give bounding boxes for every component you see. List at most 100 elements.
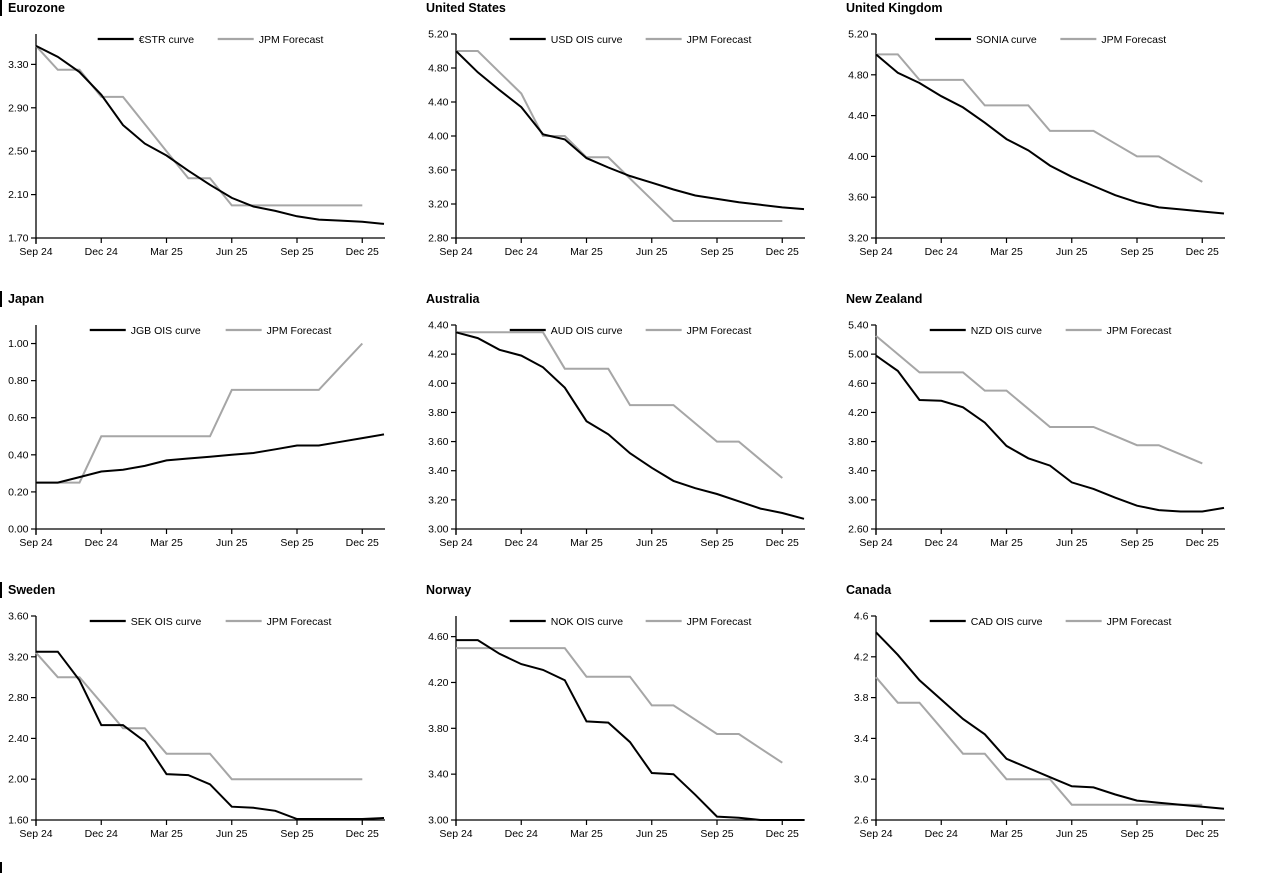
chart-title: United Kingdom bbox=[846, 1, 943, 15]
y-tick-label: 3.60 bbox=[428, 165, 449, 177]
y-tick-label: 2.00 bbox=[8, 774, 29, 786]
y-tick-label: 3.40 bbox=[848, 465, 869, 477]
x-tick-label: Sep 24 bbox=[19, 246, 52, 258]
y-tick-label: 3.80 bbox=[428, 407, 449, 419]
legend-label-forecast: JPM Forecast bbox=[687, 325, 752, 337]
legend-label-forecast: JPM Forecast bbox=[687, 616, 752, 628]
x-tick-label: Mar 25 bbox=[570, 246, 603, 258]
y-tick-label: 3.80 bbox=[848, 436, 869, 448]
x-tick-label: Jun 25 bbox=[1056, 537, 1088, 549]
x-tick-label: Dec 25 bbox=[766, 828, 799, 840]
x-tick-label: Sep 24 bbox=[859, 537, 892, 549]
x-tick-label: Dec 24 bbox=[85, 246, 118, 258]
x-tick-label: Sep 25 bbox=[700, 246, 733, 258]
chart-panel-new-zealand: New Zealand 2.60 3.00 3.40 3.80 4.20 4.60 5.00… bbox=[840, 291, 1264, 582]
legend-label-main: €STR curve bbox=[139, 34, 195, 46]
series-line-forecast bbox=[876, 53, 1203, 183]
series-line-forecast bbox=[36, 342, 364, 484]
x-tick-label: Jun 25 bbox=[636, 828, 668, 840]
x-tick-label: Sep 24 bbox=[859, 828, 892, 840]
y-tick-label: 0.00 bbox=[8, 524, 29, 536]
y-tick-label: 2.80 bbox=[428, 233, 449, 245]
x-tick-label: Dec 25 bbox=[346, 537, 379, 549]
y-tick-label: 5.40 bbox=[848, 320, 869, 332]
y-tick-label: 3.4 bbox=[854, 733, 869, 745]
x-tick-label: Jun 25 bbox=[216, 537, 248, 549]
line-chart-australia: 3.00 3.20 3.40 3.60 3.80 4.00 4.20 4.40 Sep 24 De… bbox=[428, 320, 805, 549]
y-tick-label: 5.20 bbox=[428, 29, 449, 41]
y-tick-label: 3.80 bbox=[428, 723, 449, 735]
chart-panel-eurozone: Eurozone 1.70 2.10 2.50 2.90 3.30 Sep 24 Dec 2… bbox=[0, 0, 420, 291]
series-line-forecast bbox=[456, 50, 783, 222]
x-tick-label: Sep 25 bbox=[1120, 246, 1153, 258]
legend-label-main: SEK OIS curve bbox=[131, 616, 202, 628]
chart-title-row: New Zealand bbox=[840, 291, 1264, 309]
x-tick-label: Sep 25 bbox=[1120, 828, 1153, 840]
chart-title: Eurozone bbox=[8, 1, 65, 15]
line-chart-new-zealand: 2.60 3.00 3.40 3.80 4.20 4.60 5.00 5.40 Sep 24 De… bbox=[848, 320, 1225, 549]
x-tick-label: Dec 25 bbox=[766, 537, 799, 549]
y-tick-label: 2.90 bbox=[8, 102, 29, 114]
chart-panel-japan: Japan 0.00 0.20 0.40 0.60 0.80 1.00 Sep 24 Dec … bbox=[0, 291, 420, 582]
series-line-forecast bbox=[35, 652, 363, 781]
series-line-forecast bbox=[456, 331, 783, 479]
x-tick-label: Dec 24 bbox=[505, 246, 538, 258]
line-chart-canada: 2.6 3.0 3.4 3.8 4.2 4.6 Sep 24 Dec 24 Mar 25 Jun … bbox=[854, 611, 1225, 840]
line-chart-eurozone: 1.70 2.10 2.50 2.90 3.30 Sep 24 Dec 24 Mar 25 Ju… bbox=[8, 34, 385, 258]
legend-label-main: NOK OIS curve bbox=[551, 616, 624, 628]
y-tick-label: 0.20 bbox=[8, 486, 29, 498]
x-tick-label: Sep 24 bbox=[439, 246, 472, 258]
x-tick-label: Sep 25 bbox=[280, 246, 313, 258]
y-tick-label: 4.6 bbox=[854, 611, 869, 623]
series-line-main bbox=[875, 53, 1225, 215]
y-tick-label: 3.8 bbox=[854, 692, 869, 704]
x-tick-label: Mar 25 bbox=[150, 246, 183, 258]
legend-label-main: JGB OIS curve bbox=[131, 325, 201, 337]
y-tick-label: 4.00 bbox=[428, 131, 449, 143]
y-tick-label: 3.20 bbox=[848, 233, 869, 245]
legend-label-main: SONIA curve bbox=[976, 34, 1037, 46]
chart-panel-united-states: United States 2.80 3.20 3.60 4.00 4.40 4.80 5.… bbox=[420, 0, 840, 291]
y-tick-label: 0.40 bbox=[8, 449, 29, 461]
section-edge-marker bbox=[0, 291, 2, 307]
x-tick-label: Dec 24 bbox=[85, 828, 118, 840]
legend-label-forecast: JPM Forecast bbox=[687, 34, 752, 46]
y-tick-label: 4.2 bbox=[854, 651, 869, 663]
chart-title-row: United Kingdom bbox=[840, 0, 1264, 18]
y-tick-label: 3.40 bbox=[428, 769, 449, 781]
chart-title-row: United States bbox=[420, 0, 840, 18]
x-tick-label: Dec 24 bbox=[505, 537, 538, 549]
x-tick-label: Jun 25 bbox=[216, 246, 248, 258]
y-tick-label: 3.20 bbox=[428, 494, 449, 506]
legend-label-forecast: JPM Forecast bbox=[1107, 325, 1172, 337]
chart-title: Australia bbox=[426, 292, 480, 306]
y-tick-label: 4.20 bbox=[848, 407, 869, 419]
chart-title-row: Sweden bbox=[0, 582, 420, 600]
x-tick-label: Sep 25 bbox=[280, 537, 313, 549]
y-tick-label: 2.10 bbox=[8, 189, 29, 201]
chart-title: New Zealand bbox=[846, 292, 923, 306]
x-tick-label: Jun 25 bbox=[1056, 246, 1088, 258]
y-tick-label: 4.60 bbox=[428, 631, 449, 643]
y-tick-label: 4.60 bbox=[848, 378, 869, 390]
y-tick-label: 0.60 bbox=[8, 412, 29, 424]
x-tick-label: Mar 25 bbox=[990, 246, 1023, 258]
chart-title: Norway bbox=[426, 583, 472, 597]
chart-title: Canada bbox=[846, 583, 892, 597]
x-tick-label: Dec 24 bbox=[925, 537, 958, 549]
y-tick-label: 1.00 bbox=[8, 338, 29, 350]
legend-label-forecast: JPM Forecast bbox=[1101, 34, 1166, 46]
section-edge-marker bbox=[0, 0, 2, 16]
x-tick-label: Dec 25 bbox=[1186, 246, 1219, 258]
series-line-forecast bbox=[456, 647, 783, 764]
series-line-main bbox=[35, 45, 385, 225]
x-tick-label: Sep 25 bbox=[1120, 537, 1153, 549]
series-line-forecast bbox=[875, 335, 1203, 465]
chart-title: Sweden bbox=[8, 583, 56, 597]
y-tick-label: 5.00 bbox=[848, 349, 869, 361]
section-edge-marker bbox=[0, 582, 2, 598]
y-tick-label: 3.0 bbox=[854, 774, 869, 786]
series-line-forecast bbox=[875, 676, 1203, 806]
chart-title-row: Japan bbox=[0, 291, 420, 309]
